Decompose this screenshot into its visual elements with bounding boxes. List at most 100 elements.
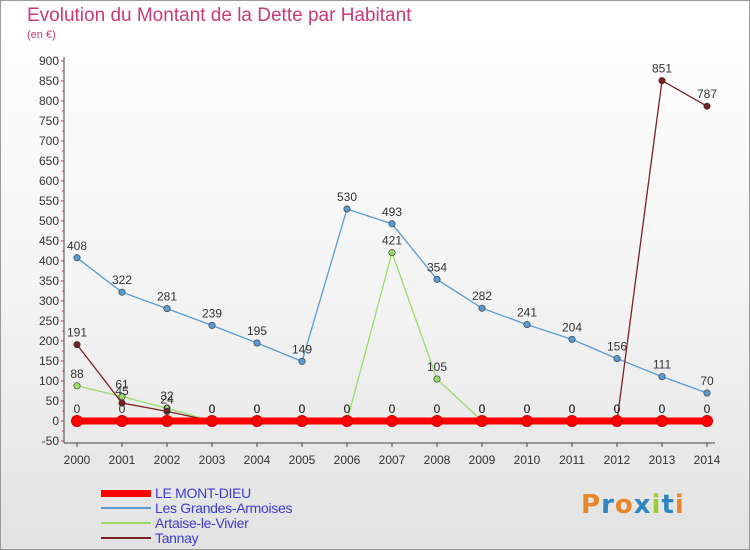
data-label: 0 — [344, 402, 351, 416]
data-label: 70 — [700, 374, 714, 388]
logo-letter: r — [601, 490, 615, 520]
data-label: 281 — [157, 290, 177, 304]
y-tick-label: 550 — [39, 194, 59, 208]
data-point — [206, 415, 218, 427]
data-label: 787 — [697, 87, 717, 101]
x-tick-label: 2003 — [199, 453, 226, 467]
data-point — [118, 399, 126, 407]
data-point — [118, 288, 126, 296]
legend-swatch-les-grandes-armoises — [101, 507, 151, 509]
data-point — [73, 341, 81, 349]
data-point — [341, 415, 353, 427]
data-point — [656, 415, 668, 427]
y-tick-label: 900 — [39, 54, 59, 68]
data-label: 0 — [299, 402, 306, 416]
data-label: 493 — [382, 205, 402, 219]
chart-unit-label: (en €) — [27, 29, 56, 41]
data-point — [388, 249, 396, 257]
data-point — [298, 357, 306, 365]
x-tick-label: 2012 — [604, 453, 631, 467]
data-label: 0 — [569, 402, 576, 416]
data-point — [433, 375, 441, 383]
data-label: 0 — [704, 402, 711, 416]
y-tick-label: 400 — [39, 254, 59, 268]
y-tick-label: 750 — [39, 114, 59, 128]
data-point — [476, 415, 488, 427]
data-label: 111 — [653, 358, 672, 372]
y-tick-label: 300 — [39, 294, 59, 308]
data-point — [568, 335, 576, 343]
x-tick-label: 2005 — [289, 453, 316, 467]
data-label: 0 — [254, 402, 261, 416]
data-label: 0 — [344, 402, 351, 416]
x-tick-label: 2001 — [109, 453, 136, 467]
legend-swatch-tannay — [101, 537, 151, 539]
data-point — [73, 382, 81, 390]
x-tick-label: 2010 — [514, 453, 541, 467]
y-tick-label: -50 — [42, 434, 60, 448]
data-label: 0 — [209, 402, 216, 416]
data-label: 0 — [434, 402, 441, 416]
data-label: 0 — [389, 402, 396, 416]
data-label: 241 — [517, 306, 537, 320]
logo-letter: i — [651, 490, 662, 520]
data-label: 421 — [382, 234, 402, 248]
data-point — [208, 321, 216, 329]
data-point — [523, 321, 531, 329]
data-label: 0 — [389, 402, 396, 416]
data-label: 191 — [67, 326, 87, 340]
data-point — [521, 415, 533, 427]
data-label: 0 — [659, 402, 666, 416]
x-tick-label: 2002 — [154, 453, 181, 467]
y-tick-label: 850 — [39, 74, 59, 88]
data-point — [116, 415, 128, 427]
data-point — [73, 254, 81, 262]
data-label: 0 — [299, 402, 306, 416]
data-point — [388, 220, 396, 228]
data-label: 61 — [115, 378, 129, 392]
data-point — [658, 77, 666, 85]
x-tick-label: 2009 — [469, 453, 496, 467]
legend-label: Artaise-le-Vivier — [155, 515, 249, 531]
data-point — [611, 415, 623, 427]
y-tick-label: 650 — [39, 154, 59, 168]
data-label: 0 — [524, 402, 531, 416]
data-label: 0 — [344, 402, 351, 416]
data-label: 0 — [614, 402, 621, 416]
data-label: 149 — [292, 342, 312, 356]
logo-letter: o — [614, 490, 634, 520]
data-label: 0 — [434, 402, 441, 416]
data-point — [343, 205, 351, 213]
data-label: 45 — [115, 384, 129, 398]
data-label: 0 — [479, 402, 486, 416]
data-label: 204 — [562, 320, 582, 334]
y-tick-label: 600 — [39, 174, 59, 188]
data-label: 0 — [164, 402, 171, 416]
legend-label: Les Grandes-Armoises — [155, 500, 293, 516]
logo-letter: x — [633, 490, 652, 520]
data-point — [701, 415, 713, 427]
x-tick-label: 2007 — [379, 453, 406, 467]
x-tick-label: 2000 — [64, 453, 91, 467]
chart-title: Evolution du Montant de la Dette par Hab… — [27, 5, 412, 26]
x-tick-label: 2013 — [649, 453, 676, 467]
data-label: 32 — [160, 389, 174, 403]
y-tick-label: 800 — [39, 94, 59, 108]
data-label: 0 — [569, 402, 576, 416]
data-label: 88 — [70, 367, 84, 381]
data-label: 0 — [254, 402, 261, 416]
data-point — [386, 415, 398, 427]
x-tick-label: 2014 — [694, 453, 721, 467]
y-tick-label: 250 — [39, 314, 59, 328]
data-label: 408 — [67, 239, 87, 253]
logo-letter: P — [581, 490, 602, 520]
data-point — [566, 415, 578, 427]
y-tick-label: 50 — [46, 394, 60, 408]
data-point — [161, 415, 173, 427]
data-label: 0 — [524, 402, 531, 416]
logo-letter: i — [674, 490, 685, 520]
data-point — [71, 415, 83, 427]
legend-swatch-artaise-le-vivier — [101, 522, 151, 524]
data-point — [163, 305, 171, 313]
data-point — [658, 373, 666, 381]
